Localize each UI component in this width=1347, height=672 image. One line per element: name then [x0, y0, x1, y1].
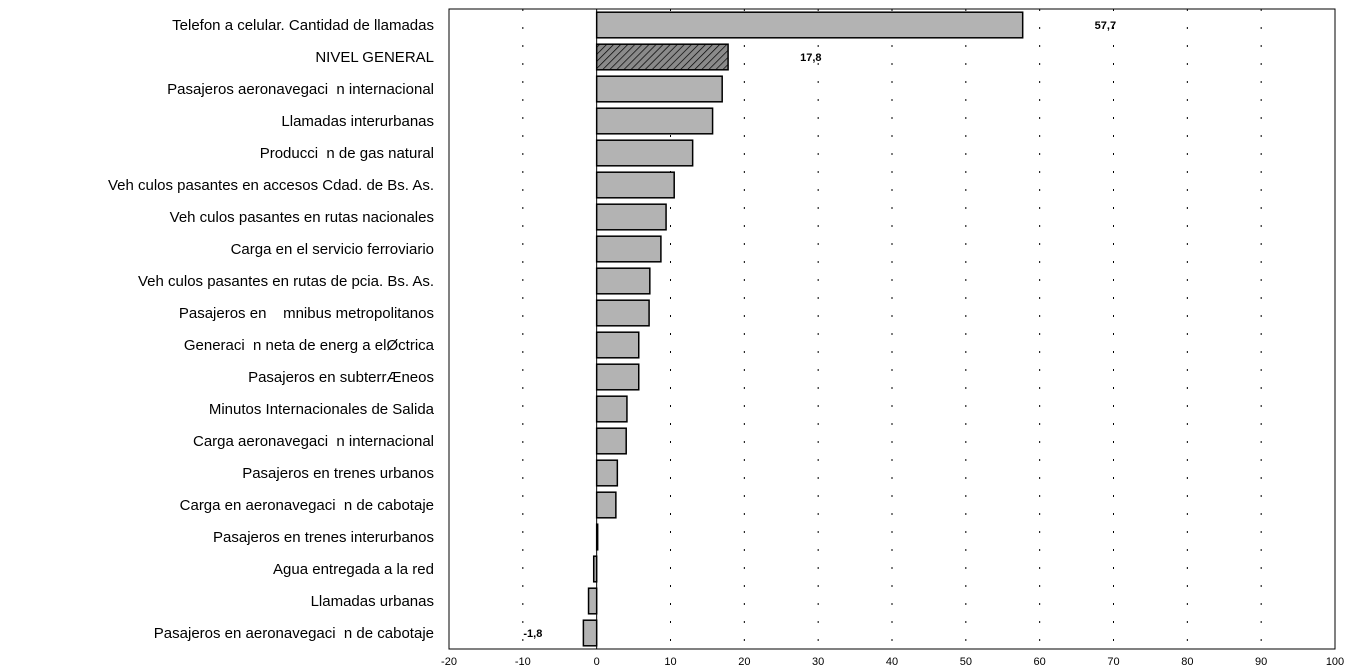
x-tick-label: 20 [738, 656, 750, 668]
category-label: Llamadas interurbanas [281, 113, 434, 130]
x-tick-label: 60 [1034, 656, 1046, 668]
category-label: Veh culos pasantes en rutas de pcia. Bs.… [138, 273, 434, 290]
category-label: Agua entregada a la red [273, 561, 434, 578]
category-label: Llamadas urbanas [311, 593, 434, 610]
data-label: 57,7 [1095, 20, 1116, 32]
bar [595, 459, 619, 487]
category-label: Generaci n neta de energ a elØctrica [184, 337, 435, 354]
x-tick-label: -20 [441, 656, 457, 668]
category-label: Producci n de gas natural [260, 145, 434, 162]
x-tick-label: 80 [1181, 656, 1193, 668]
bar [595, 171, 675, 199]
x-tick-label: 30 [812, 656, 824, 668]
x-tick-label: 90 [1255, 656, 1267, 668]
x-tick-label: 10 [664, 656, 676, 668]
x-tick-label: 0 [594, 656, 600, 668]
category-labels: Telefon a celular. Cantidad de llamadas N… [108, 17, 435, 642]
category-label: Veh culos pasantes en accesos Cdad. de B… [108, 177, 434, 194]
data-label: -1,8 [523, 628, 542, 640]
bar-highlight [595, 43, 729, 71]
bar [595, 11, 1024, 39]
category-label: Pasajeros en subterrÆneos [248, 369, 434, 386]
x-tick-label: 40 [886, 656, 898, 668]
data-label: 17,8 [800, 52, 821, 64]
bar [595, 299, 650, 327]
bar [595, 331, 640, 359]
category-label: Veh culos pasantes en rutas nacionales [170, 209, 434, 226]
bar [595, 427, 627, 455]
category-label: NIVEL GENERAL [315, 49, 434, 66]
plot-frame [448, 8, 1336, 650]
x-axis: -20 -10 0 10 20 30 40 50 60 70 80 90 100 [441, 656, 1344, 668]
data-labels: 57,7 17,8 -1,8 [523, 20, 1116, 640]
x-tick-label: 70 [1107, 656, 1119, 668]
category-label: Carga en aeronavegaci n de cabotaje [180, 497, 434, 514]
bar [595, 139, 694, 167]
category-label: Carga aeronavegaci n internacional [193, 433, 434, 450]
bar [595, 267, 651, 295]
bar [595, 107, 714, 135]
bar [582, 619, 598, 647]
category-label: Telefon a celular. Cantidad de llamadas [172, 17, 434, 34]
bar [595, 235, 662, 263]
bar [595, 523, 599, 551]
category-label: Pasajeros en trenes urbanos [242, 465, 434, 482]
x-tick-label: 50 [960, 656, 972, 668]
x-tick-label: 100 [1326, 656, 1344, 668]
category-label: Pasajeros en mnibus metropolitanos [179, 305, 434, 322]
bar [595, 363, 640, 391]
category-label: Minutos Internacionales de Salida [209, 401, 435, 418]
category-label: Pasajeros aeronavegaci n internacional [167, 81, 434, 98]
category-label: Pasajeros en aeronavegaci n de cabotaje [154, 625, 434, 642]
bar [595, 75, 723, 103]
bar [595, 491, 617, 519]
x-tick-label: -10 [515, 656, 531, 668]
bar [587, 587, 598, 615]
bar [595, 395, 628, 423]
bar [592, 555, 598, 583]
bars [582, 11, 1024, 647]
bar [595, 203, 667, 231]
category-label: Pasajeros en trenes interurbanos [213, 529, 434, 546]
category-label: Carga en el servicio ferroviario [231, 241, 434, 258]
